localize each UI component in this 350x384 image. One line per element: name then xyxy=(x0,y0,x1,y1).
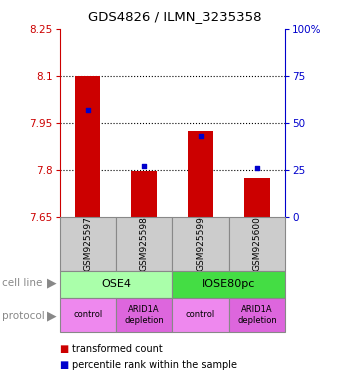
Text: protocol: protocol xyxy=(2,311,44,321)
Text: transformed count: transformed count xyxy=(72,344,162,354)
Point xyxy=(254,165,260,171)
Bar xyxy=(172,271,285,298)
Text: ▶: ▶ xyxy=(47,277,57,290)
Text: ARID1A
depletion: ARID1A depletion xyxy=(237,305,277,324)
Text: control: control xyxy=(186,310,215,319)
Bar xyxy=(132,172,157,217)
Text: cell line: cell line xyxy=(2,278,42,288)
Bar xyxy=(75,76,100,217)
Text: OSE4: OSE4 xyxy=(101,279,131,289)
Bar xyxy=(60,271,172,298)
Bar xyxy=(116,298,172,332)
Point xyxy=(198,133,203,139)
Bar xyxy=(116,217,172,271)
Text: GSM925600: GSM925600 xyxy=(253,217,261,271)
Text: ■: ■ xyxy=(60,360,69,370)
Bar xyxy=(172,217,229,271)
Text: GSM925599: GSM925599 xyxy=(196,217,205,271)
Text: ▶: ▶ xyxy=(47,309,57,322)
Text: GSM925598: GSM925598 xyxy=(140,217,149,271)
Bar xyxy=(244,178,270,217)
Text: GSM925597: GSM925597 xyxy=(83,217,92,271)
Text: IOSE80pc: IOSE80pc xyxy=(202,279,256,289)
Bar xyxy=(229,217,285,271)
Bar xyxy=(188,131,213,217)
Point xyxy=(141,163,147,169)
Text: ARID1A
depletion: ARID1A depletion xyxy=(124,305,164,324)
Text: ■: ■ xyxy=(60,344,69,354)
Text: percentile rank within the sample: percentile rank within the sample xyxy=(72,360,237,370)
Bar xyxy=(60,217,116,271)
Bar xyxy=(229,298,285,332)
Text: GDS4826 / ILMN_3235358: GDS4826 / ILMN_3235358 xyxy=(88,10,262,23)
Point xyxy=(85,107,91,113)
Text: control: control xyxy=(73,310,102,319)
Bar xyxy=(172,298,229,332)
Bar xyxy=(60,298,116,332)
